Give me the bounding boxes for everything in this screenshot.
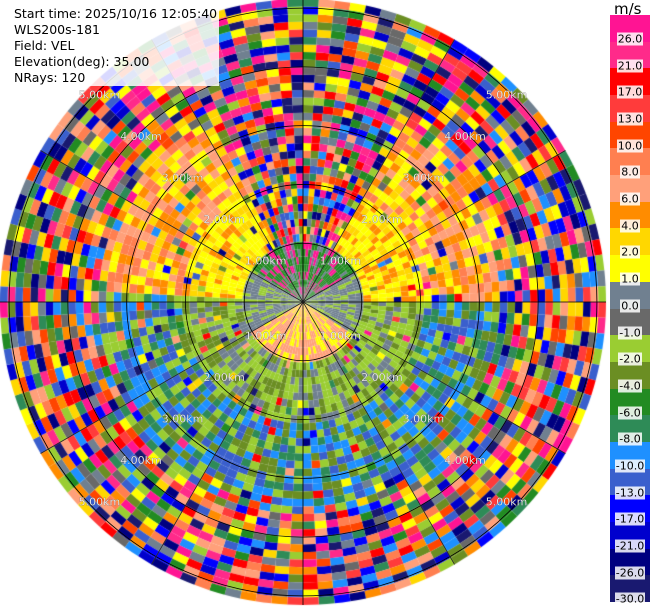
start-time-text: Start time: 2025/10/16 12:05:40 (14, 6, 218, 21)
colorbar-tick-label: 8.0 (620, 165, 640, 179)
colorbar-tick-label: 1.0 (620, 272, 640, 286)
colorbar-tick-label: -1.0 (618, 326, 642, 339)
range-label: 4.00km (444, 130, 486, 143)
range-label: 2.00km (203, 371, 245, 384)
colorbar-tick-label: -10.0 (614, 459, 646, 473)
colorbar-tick-label: -8.0 (618, 432, 642, 446)
range-label: 5.00km (79, 496, 121, 509)
field-text: Field: VEL (14, 38, 75, 53)
colorbar-tick-label: -13.0 (614, 486, 646, 500)
colorbar-tick-label: -6.0 (618, 406, 642, 420)
azimuth-spoke (302, 150, 566, 303)
colorbar-tick-label: -30.0 (614, 592, 646, 606)
range-label: 3.00km (162, 412, 204, 425)
range-label: 2.00km (361, 371, 403, 384)
azimuth-spoke (302, 39, 455, 303)
range-label: 1.00km (320, 255, 362, 268)
colorbar-tick-label: 13.0 (616, 112, 644, 126)
azimuth-spoke (40, 301, 304, 454)
range-ring-overlay: 1.00km 1.00km 1.00km 1.00km 2.00km 2.00km 2.00… (0, 0, 606, 605)
azimuth-spoke (151, 301, 304, 565)
nrays-text: NRays: 120 (14, 70, 86, 85)
colorbar-unit: m/s (614, 0, 642, 18)
range-label: 5.00km (486, 88, 528, 101)
colorbar-tick-label: 17.0 (616, 85, 644, 99)
elevation-text: Elevation(deg): 35.00 (14, 54, 150, 69)
range-label: 2.00km (203, 213, 245, 226)
range-label: 4.00km (120, 454, 162, 467)
colorbar-tick-label: 26.0 (616, 32, 644, 46)
colorbar-tick-label: -2.0 (618, 352, 642, 366)
azimuth-spoke (302, 301, 566, 454)
colorbar-tick-label: -26.0 (614, 566, 646, 580)
range-label: 4.00km (120, 130, 162, 143)
scan-info-panel: Start time: 2025/10/16 12:05:40 WLS200s-… (12, 6, 220, 86)
colorbar-tick-label: 2.0 (620, 245, 640, 259)
colorbar-tick-label: 21.0 (616, 59, 644, 73)
colorbar-tick-label: -4.0 (618, 379, 642, 393)
instrument-name: WLS200s-181 (14, 22, 100, 37)
range-label: 3.00km (403, 412, 445, 425)
range-label: 1.00km (245, 329, 287, 342)
range-label: 5.00km (79, 88, 121, 101)
colorbar-tick-label: -21.0 (614, 539, 646, 553)
range-label: 3.00km (403, 172, 445, 185)
azimuth-spoke (40, 150, 304, 303)
azimuth-spoke (302, 301, 455, 565)
range-label: 1.00km (320, 329, 362, 342)
colorbar-tick-label: 4.0 (620, 219, 640, 233)
velocity-colorbar: 26.0 21.0 17.0 13.0 10.0 8.0 6.0 4.0 2.0 1.0 0.0 -1… (610, 15, 650, 606)
range-label: 2.00km (361, 213, 403, 226)
colorbar-tick-label: -17.0 (614, 512, 646, 526)
range-label: 1.00km (245, 255, 287, 268)
range-label: 3.00km (162, 172, 204, 185)
colorbar-tick-label: 0.0 (620, 299, 640, 313)
colorbar-tick-label: 6.0 (620, 192, 640, 206)
range-label: 5.00km (486, 496, 528, 509)
range-label: 4.00km (444, 454, 486, 467)
colorbar-tick-label: 10.0 (616, 139, 644, 153)
